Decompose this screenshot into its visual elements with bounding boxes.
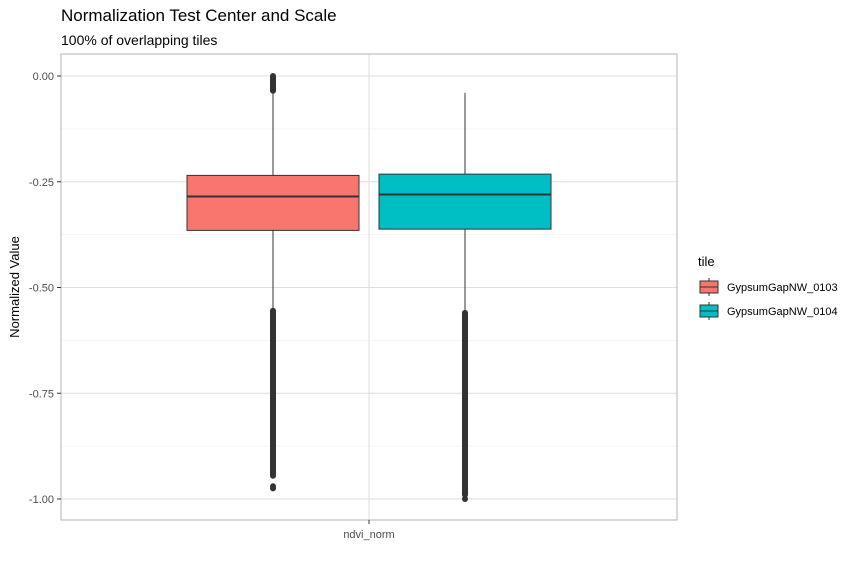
legend-label: GypsumGapNW_0104 — [727, 306, 838, 318]
chart-title: Normalization Test Center and Scale — [61, 6, 337, 25]
outlier-point — [462, 496, 468, 502]
box-GypsumGapNW_0103 — [186, 73, 360, 492]
box-body — [186, 174, 360, 231]
legend-label: GypsumGapNW_0103 — [727, 282, 838, 294]
legend-title: tile — [698, 254, 715, 269]
y-axis-title: Normalized Value — [7, 236, 22, 338]
x-tick-label: ndvi_norm — [343, 529, 394, 541]
y-tick-label: -1.00 — [29, 494, 54, 506]
box-body — [378, 173, 552, 230]
y-tick-label: 0.00 — [33, 71, 54, 83]
y-tick-label: -0.75 — [29, 388, 54, 400]
outlier-point — [270, 485, 276, 492]
box-GypsumGapNW_0104 — [378, 92, 552, 502]
y-tick-label: -0.25 — [29, 177, 54, 189]
y-tick-label: -0.50 — [29, 283, 54, 295]
chart-subtitle: 100% of overlapping tiles — [61, 32, 218, 48]
